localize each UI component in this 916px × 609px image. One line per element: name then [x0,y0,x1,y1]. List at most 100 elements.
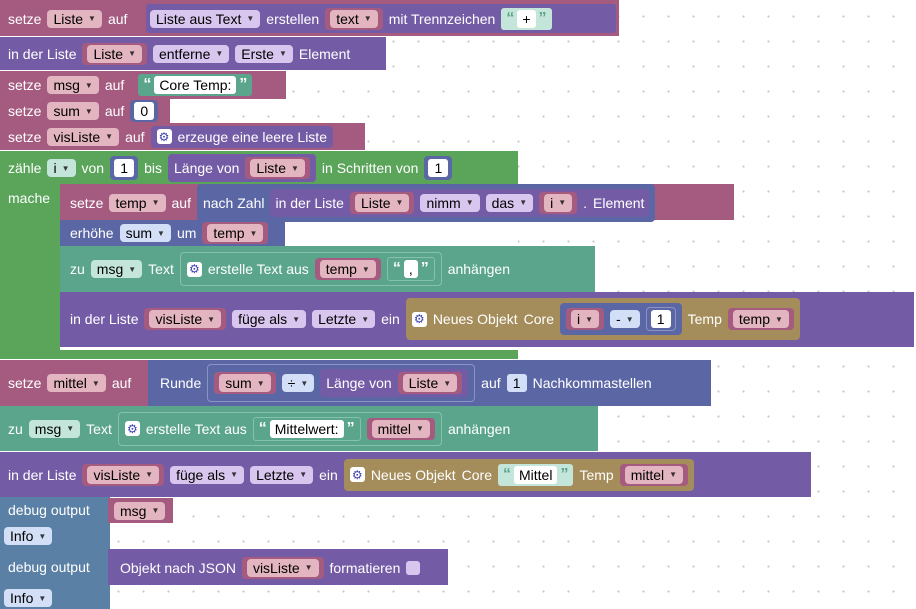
gear-icon[interactable]: ⚙ [411,311,427,327]
mode-dropdown[interactable]: füge als ▼ [232,310,307,328]
action-dropdown[interactable]: entferne ▼ [152,44,230,63]
var-dropdown-mittel[interactable]: mittel ▼ [624,465,684,484]
var-dropdown-msg[interactable]: msg ▼ [47,76,99,94]
text-field[interactable]: Mittel [514,465,558,484]
mode-dropdown[interactable]: nimm ▼ [420,193,480,212]
position-dropdown[interactable]: Letzte ▼ [250,465,314,484]
offset-number-block[interactable]: 1 [645,307,676,331]
var-dropdown-msg[interactable]: msg ▼ [90,260,143,278]
var-dropdown-liste[interactable]: Liste ▼ [47,9,102,28]
mittel-socket[interactable]: mittel ▼ [619,463,689,486]
auf-label: auf [125,128,145,145]
get-list-item-block[interactable]: in der Liste Liste ▼ nimm ▼ das ▼ i ▼ . Elem… [270,188,650,217]
separator-text-block[interactable]: “+” [501,7,552,30]
length-of-block[interactable]: Länge von Liste ▼ [320,369,469,397]
mittel-socket[interactable]: mittel ▼ [366,417,435,440]
empty-list-block[interactable]: ⚙ erzeuge eine leere Liste [150,125,333,148]
new-object-block[interactable]: ⚙ Neues Objekt Core “Mittel” Temp mittel… [343,458,695,491]
text-field[interactable]: , [403,260,418,278]
var-dropdown-text[interactable]: text ▼ [330,9,378,28]
number-field[interactable]: 1 [428,159,449,177]
text-literal-block[interactable]: “Mittelwert:” [252,416,361,441]
var-dropdown-i[interactable]: i ▼ [571,310,600,328]
objekt-nach-json-label: Objekt nach JSON [120,559,236,576]
i-socket[interactable]: i ▼ [539,191,578,214]
position-dropdown[interactable]: Letzte ▼ [312,310,376,328]
visliste-socket[interactable]: visListe ▼ [241,556,324,579]
um-label: um [176,225,197,241]
to-number-block[interactable]: nach Zahl in der Liste Liste ▼ nimm ▼ das ▼… [196,183,656,222]
var-dropdown-visliste[interactable]: visListe ▼ [149,310,222,328]
gear-icon[interactable]: ⚙ [349,467,365,482]
var-dropdown-msg[interactable]: msg ▼ [114,501,166,520]
number-field[interactable]: 1 [114,159,135,177]
var-dropdown-visliste[interactable]: visListe ▼ [87,465,160,484]
operator-dropdown[interactable]: - ▼ [610,310,640,328]
operator-dropdown[interactable]: ÷ ▼ [281,374,315,392]
format-checkbox[interactable] [406,560,421,575]
auf-label: auf [481,375,501,391]
text-field[interactable]: Mittelwert: [269,419,344,438]
var-dropdown-msg[interactable]: msg ▼ [28,419,81,438]
minus-math-block[interactable]: i ▼ - ▼ 1 [560,303,682,335]
from-number-block[interactable]: 1 [110,156,139,180]
create-text-block[interactable]: ⚙ erstelle Text aus “Mittelwert:” mittel… [117,411,442,446]
var-dropdown-liste[interactable]: Liste ▼ [402,374,458,392]
new-object-block[interactable]: ⚙ Neues Objekt Core i ▼ - ▼ 1 Temp temp ▼ [405,298,800,340]
var-dropdown-visliste[interactable]: visListe ▼ [246,558,319,577]
var-dropdown-i[interactable]: i ▼ [544,193,573,212]
log-level-dropdown[interactable]: Info ▼ [4,589,53,607]
divide-block[interactable]: sum ▼ ÷ ▼ Länge von Liste ▼ [207,364,476,402]
text-literal-block[interactable]: “Mittel” [498,463,574,486]
number-block[interactable]: 0 [130,100,159,122]
where-dropdown[interactable]: das ▼ [485,193,534,212]
liste-socket[interactable]: Liste ▼ [82,42,147,65]
var-dropdown-liste[interactable]: Liste ▼ [250,159,305,177]
anhaengen-label: anhängen [447,261,510,277]
var-dropdown-liste[interactable]: Liste ▼ [354,193,410,212]
length-of-block[interactable]: Länge von Liste ▼ [168,154,316,182]
var-dropdown-temp[interactable]: temp ▼ [207,224,264,242]
var-dropdown-temp[interactable]: temp ▼ [732,310,789,328]
temp-socket[interactable]: temp ▼ [202,222,269,244]
visliste-socket[interactable]: visListe ▼ [82,463,165,486]
var-dropdown-sum[interactable]: sum ▼ [119,224,171,242]
gear-icon[interactable]: ⚙ [156,129,172,144]
separator-text-block[interactable]: “,” [386,257,435,281]
liste-socket[interactable]: Liste ▼ [245,157,310,179]
text-field[interactable]: Core Temp: [154,76,237,94]
temp-socket[interactable]: temp ▼ [314,258,381,280]
liste-socket[interactable]: Liste ▼ [397,372,463,394]
gear-icon[interactable]: ⚙ [124,421,140,436]
number-field[interactable]: 0 [134,102,155,120]
var-dropdown-i[interactable]: i ▼ [47,159,76,177]
var-dropdown-visliste[interactable]: visListe ▼ [47,127,120,146]
nachkommastellen-label: Nachkommastellen [532,375,652,391]
var-dropdown-mittel[interactable]: mittel ▼ [47,374,106,392]
text-var-socket[interactable]: text ▼ [325,7,383,30]
which-dropdown[interactable]: Erste ▼ [235,44,293,63]
sum-socket[interactable]: sum ▼ [214,372,276,394]
places-number-field[interactable]: 1 [506,374,527,392]
var-dropdown-temp[interactable]: temp ▼ [319,260,376,278]
text-literal-block[interactable]: “Core Temp:” [138,74,253,96]
temp-socket[interactable]: temp ▼ [727,308,794,330]
create-text-block[interactable]: ⚙ erstelle Text aus temp ▼ “,” [179,252,442,286]
number-field[interactable]: 1 [650,310,671,328]
var-dropdown-liste[interactable]: Liste ▼ [87,44,142,63]
mode-dropdown[interactable]: füge als ▼ [170,465,245,484]
var-dropdown-sum[interactable]: sum ▼ [47,102,99,120]
var-dropdown-mittel[interactable]: mittel ▼ [371,419,430,438]
i-socket[interactable]: i ▼ [566,308,605,330]
log-level-dropdown[interactable]: Info ▼ [4,527,53,545]
list-from-text-dropdown[interactable]: Liste aus Text ▼ [150,9,261,28]
var-dropdown-sum[interactable]: sum ▼ [219,374,271,392]
visliste-socket[interactable]: visListe ▼ [144,308,227,330]
erstelle-text-aus-label: erstelle Text aus [145,420,247,437]
step-number-block[interactable]: 1 [424,156,453,180]
text-label: Text [86,420,112,437]
separator-field[interactable]: + [517,9,536,28]
liste-socket[interactable]: Liste ▼ [349,191,415,214]
gear-icon[interactable]: ⚙ [186,261,202,277]
var-dropdown-temp[interactable]: temp ▼ [109,193,166,212]
